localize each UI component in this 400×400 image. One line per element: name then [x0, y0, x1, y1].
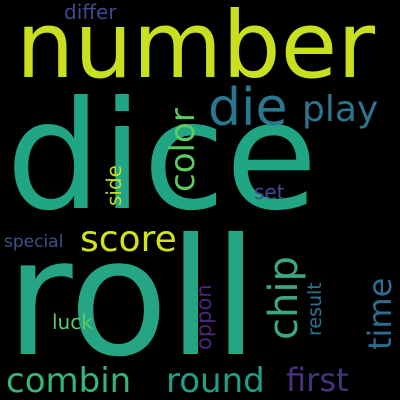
word-set: set: [254, 180, 285, 204]
word-luck: luck: [52, 310, 93, 334]
word-round: round: [166, 361, 265, 400]
word-oppon: oppon: [192, 284, 216, 350]
word-play: play: [302, 89, 379, 130]
word-result: result: [304, 282, 326, 336]
word-combin: combin: [6, 361, 132, 400]
word-dice: dice: [6, 70, 318, 244]
word-color: color: [163, 108, 203, 192]
word-roll: roll: [6, 205, 259, 393]
word-die: die: [208, 78, 288, 138]
word-side: side: [102, 165, 126, 206]
word-score: score: [80, 219, 177, 260]
word-chip: chip: [261, 256, 307, 340]
word-time: time: [361, 277, 399, 350]
word-first: first: [286, 361, 349, 399]
word-number: number: [16, 0, 376, 99]
word-special: special: [4, 232, 64, 252]
word-differ: differ: [64, 0, 117, 24]
